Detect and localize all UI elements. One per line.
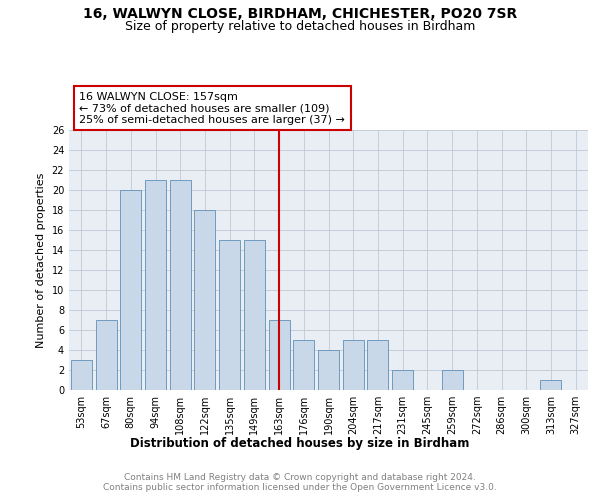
Bar xyxy=(170,180,191,390)
Bar xyxy=(269,320,290,390)
Y-axis label: Number of detached properties: Number of detached properties xyxy=(36,172,46,348)
Bar xyxy=(343,340,364,390)
Text: 16 WALWYN CLOSE: 157sqm
← 73% of detached houses are smaller (109)
25% of semi-d: 16 WALWYN CLOSE: 157sqm ← 73% of detache… xyxy=(79,92,345,125)
Bar xyxy=(145,180,166,390)
Text: 16, WALWYN CLOSE, BIRDHAM, CHICHESTER, PO20 7SR: 16, WALWYN CLOSE, BIRDHAM, CHICHESTER, P… xyxy=(83,8,517,22)
Bar xyxy=(71,360,92,390)
Bar xyxy=(95,320,116,390)
Bar xyxy=(318,350,339,390)
Bar xyxy=(367,340,388,390)
Text: Contains HM Land Registry data © Crown copyright and database right 2024.
Contai: Contains HM Land Registry data © Crown c… xyxy=(103,472,497,492)
Text: Distribution of detached houses by size in Birdham: Distribution of detached houses by size … xyxy=(130,438,470,450)
Bar xyxy=(442,370,463,390)
Text: Size of property relative to detached houses in Birdham: Size of property relative to detached ho… xyxy=(125,20,475,33)
Bar xyxy=(293,340,314,390)
Bar xyxy=(194,210,215,390)
Bar xyxy=(120,190,141,390)
Bar xyxy=(244,240,265,390)
Bar xyxy=(219,240,240,390)
Bar xyxy=(392,370,413,390)
Bar xyxy=(541,380,562,390)
